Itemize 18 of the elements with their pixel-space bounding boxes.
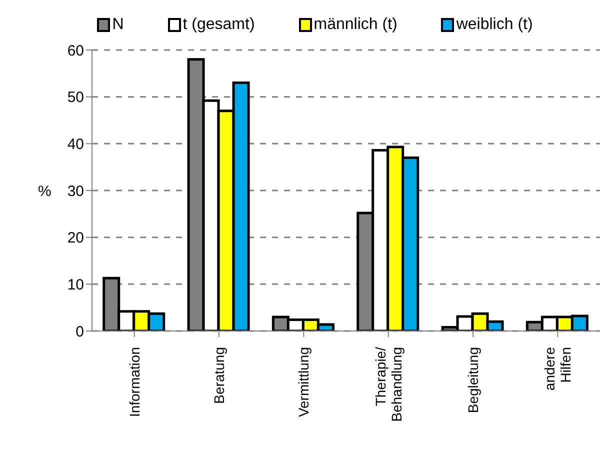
y-tick-label: 30: [67, 182, 84, 200]
y-tick-label: 20: [67, 230, 84, 247]
y-axis-title: %: [38, 182, 52, 200]
legend-label: männlich (t): [314, 16, 398, 34]
x-tick-label: Therapie/ Behandlung: [372, 346, 404, 422]
y-tick-label: 60: [67, 42, 84, 60]
y-tick-label: 10: [67, 276, 84, 294]
y-tick-label: 50: [67, 89, 84, 106]
legend-label: t (gesamt): [182, 16, 255, 34]
x-tick-label: Information: [126, 347, 142, 418]
y-tick-label: 40: [67, 136, 84, 153]
x-tick-label: Vermittlung: [296, 347, 312, 418]
legend-label: weiblich (t): [456, 16, 533, 34]
x-tick-label: Beratung: [211, 347, 227, 404]
x-tick-label: andere Hilfen: [542, 346, 574, 391]
x-tick-label: Begleitung: [465, 347, 481, 414]
legend-label: N: [112, 16, 124, 34]
y-tick-label: 0: [76, 323, 84, 340]
